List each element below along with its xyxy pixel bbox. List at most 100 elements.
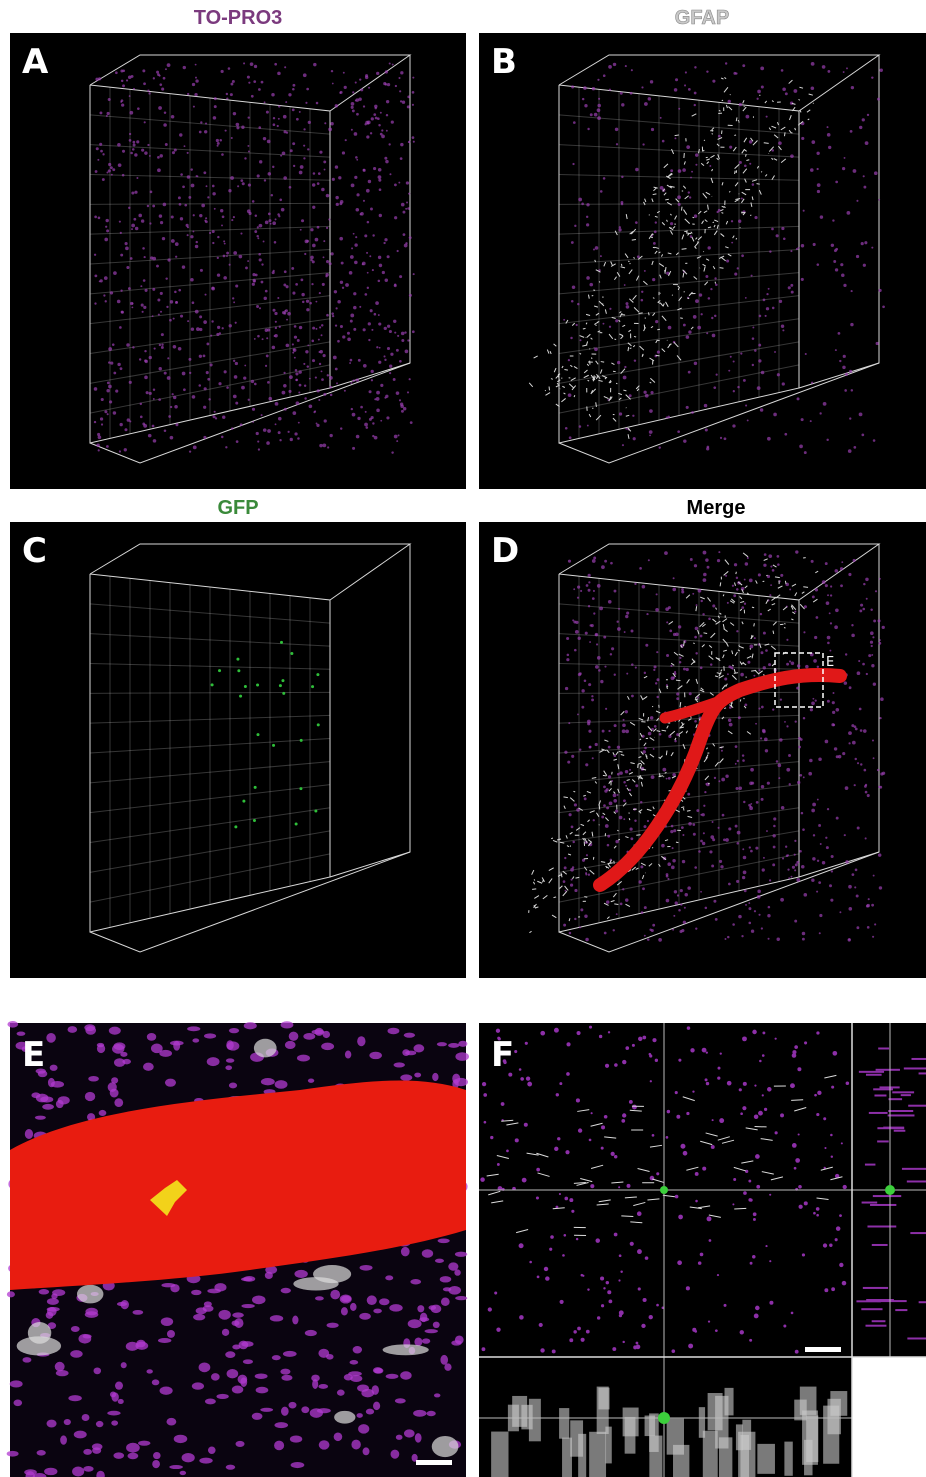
nucleus — [668, 326, 672, 330]
nucleus — [253, 280, 256, 283]
nucleus — [595, 633, 599, 637]
nucleus — [215, 417, 217, 419]
nucleus — [676, 697, 679, 700]
nucleus — [713, 900, 716, 903]
nucleus — [595, 246, 599, 250]
nucleus — [120, 70, 123, 73]
nucleus — [537, 1275, 540, 1278]
nucleus — [766, 293, 768, 295]
nucleus — [132, 302, 134, 304]
nucleus — [354, 132, 358, 136]
nucleus — [174, 405, 178, 409]
nucleus — [175, 242, 179, 246]
nucleus — [78, 1334, 91, 1344]
nucleus — [217, 326, 220, 329]
astrocyte — [574, 395, 575, 397]
nucleus — [845, 373, 848, 376]
nucleus — [330, 1290, 340, 1300]
nucleus — [758, 1111, 763, 1116]
gfp-spot — [254, 786, 257, 789]
panel-letter: A — [22, 42, 49, 82]
nucleus — [228, 67, 231, 70]
nucleus — [867, 926, 870, 929]
nucleus — [726, 259, 729, 262]
nucleus — [193, 231, 195, 233]
nucleus — [153, 398, 155, 400]
nucleus — [373, 113, 376, 116]
nucleus — [794, 840, 796, 842]
nucleus — [47, 1420, 57, 1428]
nucleus — [98, 217, 101, 220]
nucleus — [825, 562, 828, 565]
nucleus — [319, 292, 321, 294]
nucleus — [749, 846, 751, 848]
nucleus — [212, 242, 214, 244]
nucleus — [667, 416, 670, 419]
nucleus — [590, 1184, 594, 1188]
nucleus — [567, 654, 570, 657]
nucleus — [625, 898, 628, 901]
nucleus — [750, 803, 752, 805]
nucleus — [879, 578, 881, 580]
nucleus — [711, 864, 714, 867]
nucleus — [696, 809, 699, 812]
nucleus — [321, 324, 323, 326]
nucleus — [694, 866, 697, 869]
nucleus — [398, 77, 400, 79]
nucleus — [694, 720, 697, 723]
nucleus — [169, 1465, 183, 1469]
nucleus — [148, 434, 152, 438]
nucleus — [842, 752, 845, 755]
nucleus — [56, 1100, 64, 1108]
nucleus — [245, 267, 248, 270]
nucleus — [830, 594, 832, 596]
nucleus — [742, 64, 745, 67]
nucleus — [733, 1178, 736, 1181]
nucleus — [435, 1259, 444, 1263]
nucleus — [283, 284, 286, 287]
nucleus — [692, 823, 695, 826]
nucleus — [683, 1151, 688, 1156]
nucleus — [667, 1110, 670, 1113]
nucleus — [753, 1218, 756, 1221]
nucleus — [642, 143, 644, 145]
nucleus — [366, 189, 370, 193]
nucleus — [290, 1435, 302, 1442]
nucleus — [226, 93, 228, 95]
nucleus — [326, 227, 328, 229]
nucleus — [225, 1065, 232, 1070]
nucleus — [827, 70, 830, 73]
nucleus — [811, 560, 814, 563]
nucleus — [597, 1316, 600, 1319]
nucleus — [239, 255, 243, 259]
nucleus — [826, 439, 828, 441]
nucleus — [401, 410, 404, 413]
nucleus — [331, 312, 334, 315]
nucleus — [594, 347, 598, 351]
nucleus — [152, 315, 154, 317]
nucleus — [140, 285, 142, 287]
nucleus — [484, 1121, 487, 1124]
nucleus — [853, 559, 856, 562]
nucleus — [700, 891, 702, 893]
nucleus — [311, 283, 313, 285]
nucleus — [760, 408, 763, 411]
nucleus — [714, 315, 716, 317]
nucleus — [840, 263, 843, 266]
nucleus — [617, 794, 619, 796]
nucleus — [717, 559, 720, 562]
nucleus — [217, 142, 220, 145]
nucleus — [864, 241, 867, 244]
nucleus — [706, 332, 708, 334]
nucleus — [854, 886, 856, 888]
nucleus — [112, 168, 115, 171]
nucleus — [274, 63, 277, 66]
nucleus — [217, 145, 219, 147]
nucleus — [748, 1180, 751, 1183]
nucleus — [801, 812, 804, 815]
nucleus — [189, 451, 191, 453]
nucleus — [619, 1254, 622, 1257]
nucleus — [769, 250, 771, 252]
nucleus — [700, 666, 703, 669]
nucleus — [772, 307, 775, 310]
